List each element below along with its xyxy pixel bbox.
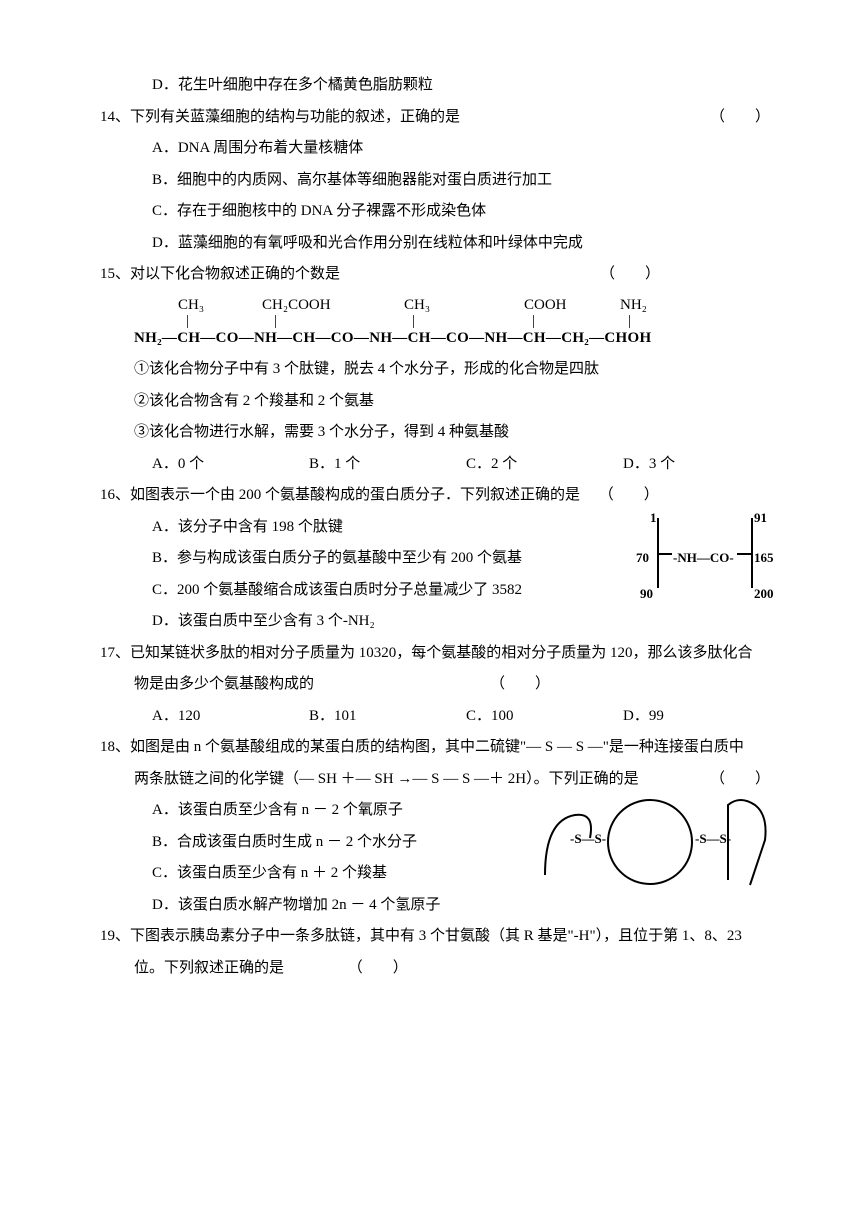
q17-stem-1: 17、已知某链状多肽的相对分子质量为 10320，每个氨基酸的相对分子质量为 1… [100, 638, 780, 670]
q15-statement-2: ②该化合物含有 2 个羧基和 2 个氨基 [100, 386, 780, 418]
q17-paren: （ ） [490, 669, 780, 701]
chem-group-1: CH₃ [134, 297, 206, 314]
q15-opt-a: A．0 个 [152, 449, 309, 481]
q17-stem-2-text: 物是由多少个氨基酸构成的 [134, 676, 314, 692]
q18-container: 18、如图是由 n 个氨基酸组成的某蛋白质的结构图，其中二硫键"— S — S … [100, 732, 780, 921]
q18-stem-1: 18、如图是由 n 个氨基酸组成的某蛋白质的结构图，其中二硫键"— S — S … [100, 732, 780, 764]
fig16-label-70: 70 [636, 544, 649, 571]
q15-statement-1: ①该化合物分子中有 3 个肽键，脱去 4 个水分子，形成的化合物是四肽 [100, 354, 780, 386]
q15-paren: （ ） [600, 259, 780, 291]
q17-opt-a: A．120 [152, 701, 309, 733]
q14-text: 14、下列有关蓝藻细胞的结构与功能的叙述，正确的是 [100, 109, 460, 125]
q16-figure: 1 91 70 -NH—CO- 165 90 200 [640, 510, 770, 596]
q13-option-d: D．花生叶细胞中存在多个橘黄色脂肪颗粒 [100, 70, 780, 102]
q14-opt-b: B．细胞中的内质网、高尔基体等细胞器能对蛋白质进行加工 [100, 165, 780, 197]
q14-opt-c: C．存在于细胞核中的 DNA 分子裸露不形成染色体 [100, 196, 780, 228]
q16-opt-d: D．该蛋白质中至少含有 3 个-NH₂ [100, 606, 780, 638]
q15-opt-b: B．1 个 [309, 449, 466, 481]
chem-group-3: CH₃ [344, 297, 464, 314]
fig16-label-165: 165 [754, 544, 774, 571]
q15-options: A．0 个 B．1 个 C．2 个 D．3 个 [100, 449, 780, 481]
fig16-label-1: 1 [650, 504, 657, 531]
q18-figure: -S—S- -S—S- [540, 790, 790, 890]
q14-paren: （ ） [710, 102, 780, 134]
q19-stem-2-text: 位。下列叙述正确的是 [134, 960, 284, 976]
chem-group-5: NH₂ [580, 297, 647, 314]
chem-backbone: NH₂—CH—CO—NH—CH—CO—NH—CH—CO—NH—CH—CH₂—CH… [134, 330, 780, 347]
q15-chemical-structure: CH₃ CH₂COOH CH₃ COOH NH₂ | | | | | NH₂—C… [100, 291, 780, 355]
fig16-label-mid: -NH—CO- [673, 544, 734, 571]
fig16-label-91: 91 [754, 504, 767, 531]
q14-opt-d: D．蓝藻细胞的有氧呼吸和光合作用分别在线粒体和叶绿体中完成 [100, 228, 780, 260]
fig16-label-200: 200 [754, 580, 774, 607]
q14-stem: 14、下列有关蓝藻细胞的结构与功能的叙述，正确的是 （ ） [100, 102, 780, 134]
q16-stem: 16、如图表示一个由 200 个氨基酸构成的蛋白质分子．下列叙述正确的是 （ ） [100, 480, 780, 512]
q16-container: 16、如图表示一个由 200 个氨基酸构成的蛋白质分子．下列叙述正确的是 （ ）… [100, 480, 780, 638]
q17-opt-b: B．101 [309, 701, 466, 733]
svg-text:-S—S-: -S—S- [570, 831, 606, 846]
q17-options: A．120 B．101 C．100 D．99 [100, 701, 780, 733]
fig16-label-90: 90 [640, 580, 653, 607]
chem-group-4: COOH [464, 297, 580, 314]
q17-opt-c: C．100 [466, 701, 623, 733]
q19-stem-1: 19、下图表示胰岛素分子中一条多肽链，其中有 3 个甘氨酸（其 R 基是"-H"… [100, 921, 780, 953]
q14-opt-a: A．DNA 周围分布着大量核糖体 [100, 133, 780, 165]
q15-stem: 15、对以下化合物叙述正确的个数是 （ ） [100, 259, 780, 291]
q19-stem-2: 位。下列叙述正确的是 （ ） [100, 953, 780, 985]
q15-statement-3: ③该化合物进行水解，需要 3 个水分子，得到 4 种氨基酸 [100, 417, 780, 449]
q15-opt-d: D．3 个 [623, 449, 780, 481]
q19-paren: （ ） [288, 960, 408, 976]
q18-opt-d: D．该蛋白质水解产物增加 2n － 4 个氢原子 [100, 890, 780, 922]
q17-stem-2: 物是由多少个氨基酸构成的 （ ） [100, 669, 780, 701]
svg-text:-S—S-: -S—S- [695, 831, 731, 846]
chem-group-2: CH₂COOH [206, 297, 344, 314]
q17-opt-d: D．99 [623, 701, 780, 733]
q15-text: 15、对以下化合物叙述正确的个数是 [100, 266, 340, 282]
q18-stem-2-text: 两条肽链之间的化学键（— SH ＋— SH →— S — S —＋ 2H）。下列… [134, 771, 639, 787]
q15-opt-c: C．2 个 [466, 449, 623, 481]
